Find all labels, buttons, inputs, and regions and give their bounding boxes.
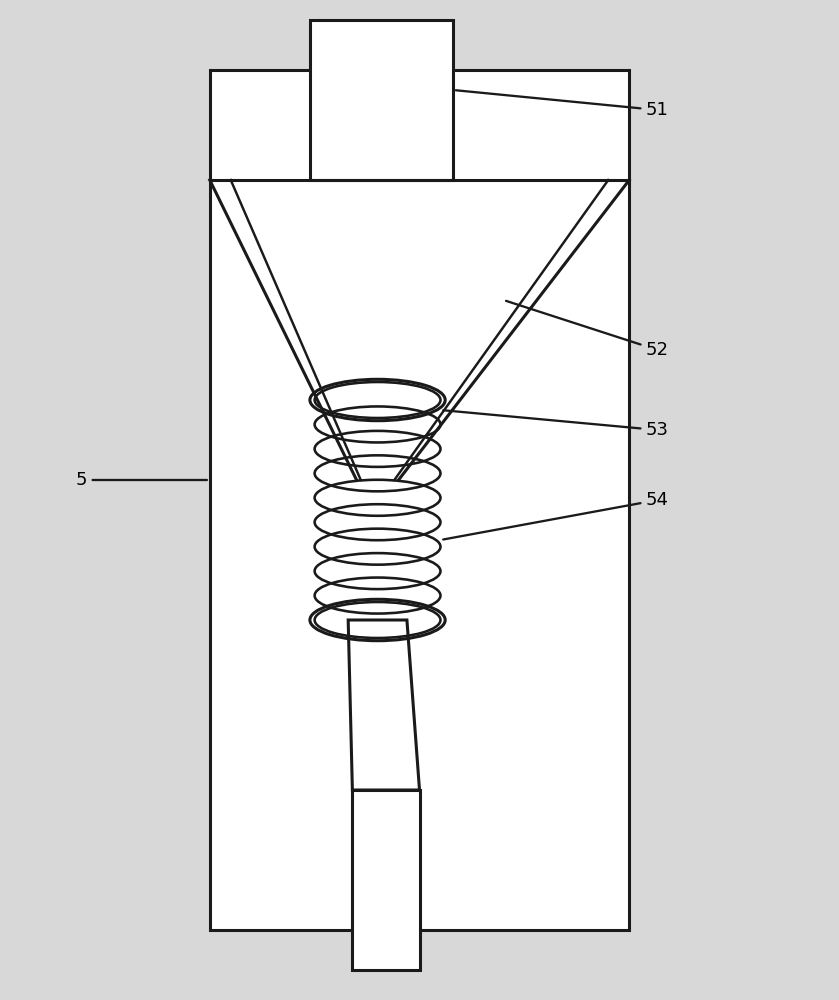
Text: 54: 54 <box>443 491 669 539</box>
Polygon shape <box>352 790 420 970</box>
Text: 5: 5 <box>76 471 207 489</box>
Polygon shape <box>310 20 453 180</box>
Polygon shape <box>210 70 629 930</box>
Text: 51: 51 <box>456 90 669 119</box>
Text: 52: 52 <box>506 301 669 359</box>
Polygon shape <box>348 620 420 790</box>
Text: 53: 53 <box>443 410 669 439</box>
